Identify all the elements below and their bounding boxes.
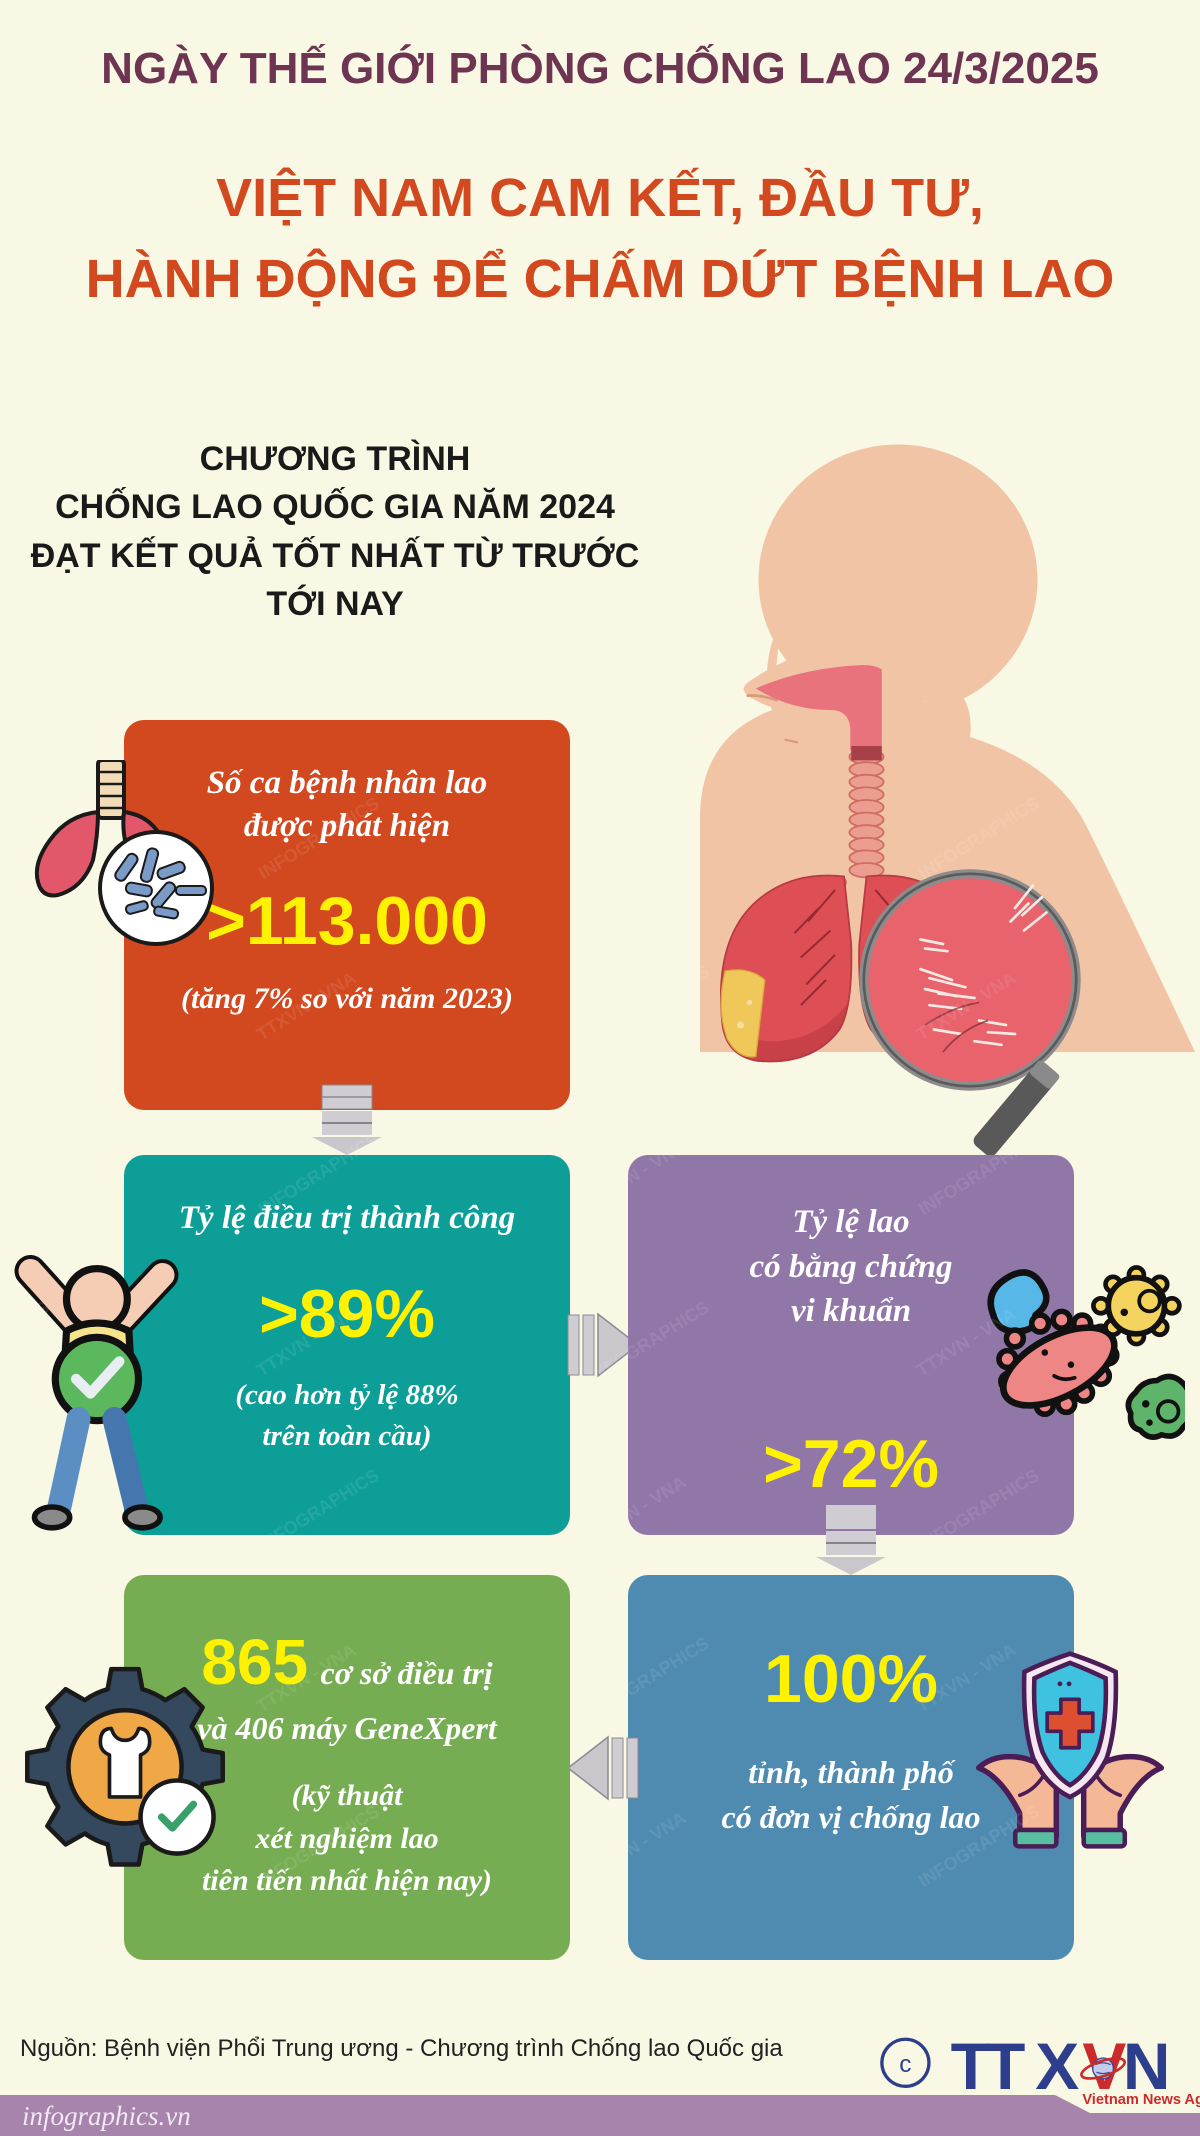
svg-text:c: c <box>899 2051 911 2078</box>
svg-text:infographics.vn: infographics.vn <box>22 2101 191 2131</box>
svg-text:X: X <box>1035 2029 1079 2103</box>
svg-text:TT: TT <box>951 2029 1026 2103</box>
